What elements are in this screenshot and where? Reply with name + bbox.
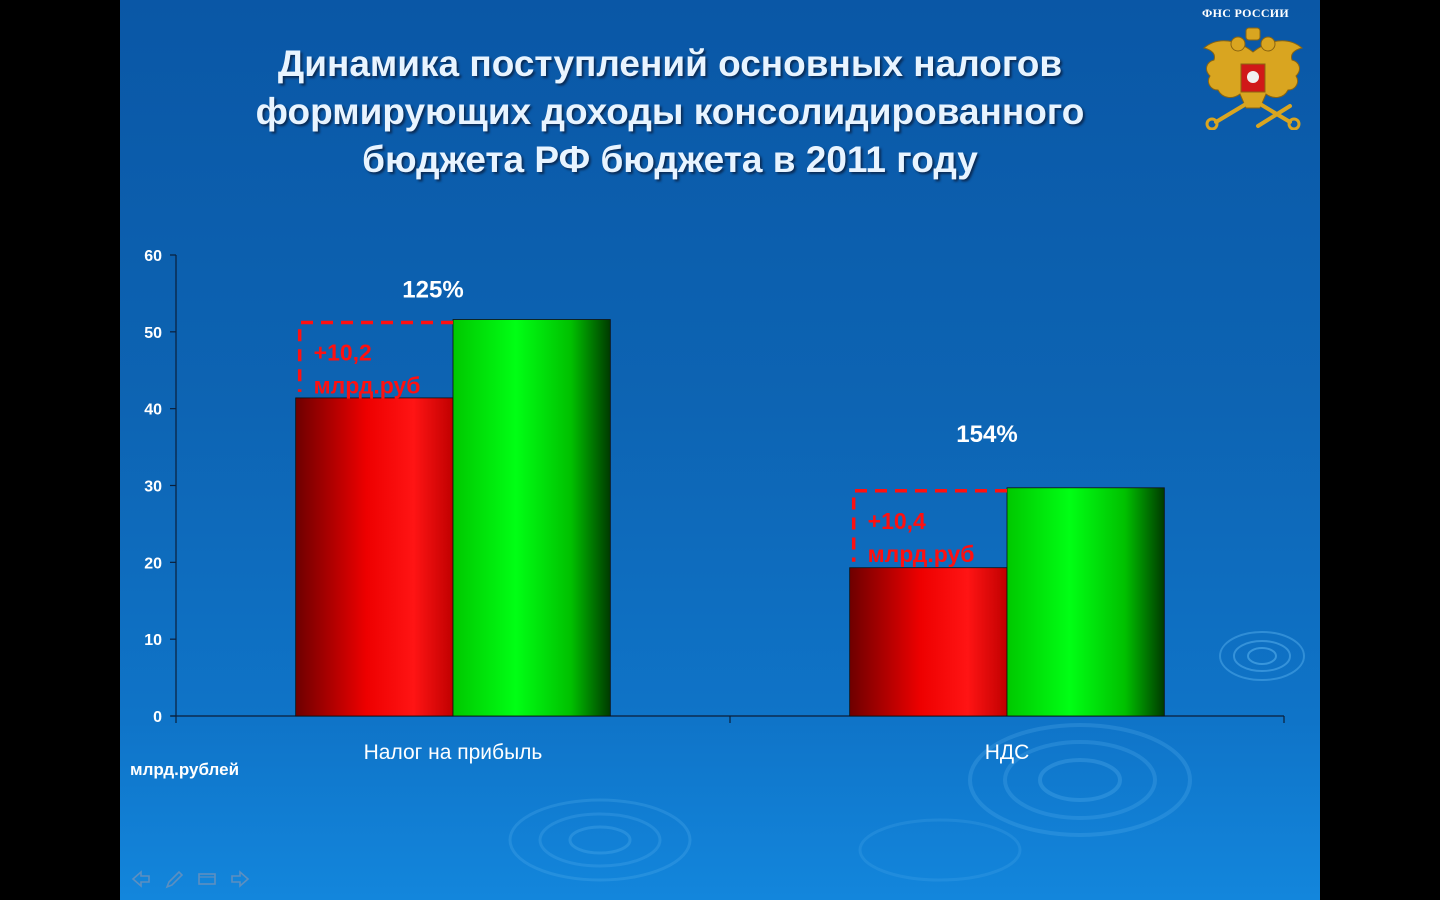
arrow-right-icon[interactable]	[229, 868, 251, 890]
slide: Динамика поступлений основных налогов фо…	[120, 0, 1320, 900]
bar-chart: 0 10 20 30 40 50 60 +10,2 млрд.руб 125% Налог на п…	[144, 248, 1285, 764]
category-label-1: НДС	[985, 741, 1030, 764]
screen-icon[interactable]	[196, 868, 218, 890]
increase-label-amount-1: +10,4	[868, 508, 926, 534]
water-ripples-decoration	[508, 631, 1305, 882]
bar-red-0	[295, 397, 454, 717]
y-tick-label: 10	[144, 632, 162, 649]
growth-label-1: 154%	[956, 421, 1017, 448]
unit-label: млрд.рублей	[130, 760, 240, 779]
increase-bracket-0	[297, 320, 453, 392]
double-headed-eagle-emblem-icon	[1202, 27, 1304, 130]
slide-title: Динамика поступлений основных налогов фо…	[255, 43, 1085, 180]
pen-icon[interactable]	[163, 868, 185, 890]
growth-label-0: 125%	[402, 277, 463, 304]
increase-label-unit-0: млрд.руб	[314, 373, 421, 399]
fns-logo-label: ФНС РОССИИ	[1202, 6, 1290, 20]
y-tick-label: 60	[144, 248, 162, 265]
category-label-0: Налог на прибыль	[364, 741, 543, 764]
y-tick-label: 50	[144, 325, 162, 342]
bar-green-1	[1006, 487, 1165, 717]
increase-bracket-1	[851, 489, 1007, 562]
y-tick-label: 30	[144, 479, 162, 496]
increase-label-unit-1: млрд.руб	[868, 541, 975, 567]
increase-label-amount-0: +10,2	[314, 340, 372, 366]
y-tick-label: 20	[144, 555, 162, 572]
y-tick-label: 40	[144, 402, 162, 419]
arrow-left-icon[interactable]	[130, 868, 152, 890]
bar-green-0	[452, 319, 611, 717]
bar-red-1	[849, 567, 1008, 717]
y-tick-label: 0	[153, 709, 162, 726]
